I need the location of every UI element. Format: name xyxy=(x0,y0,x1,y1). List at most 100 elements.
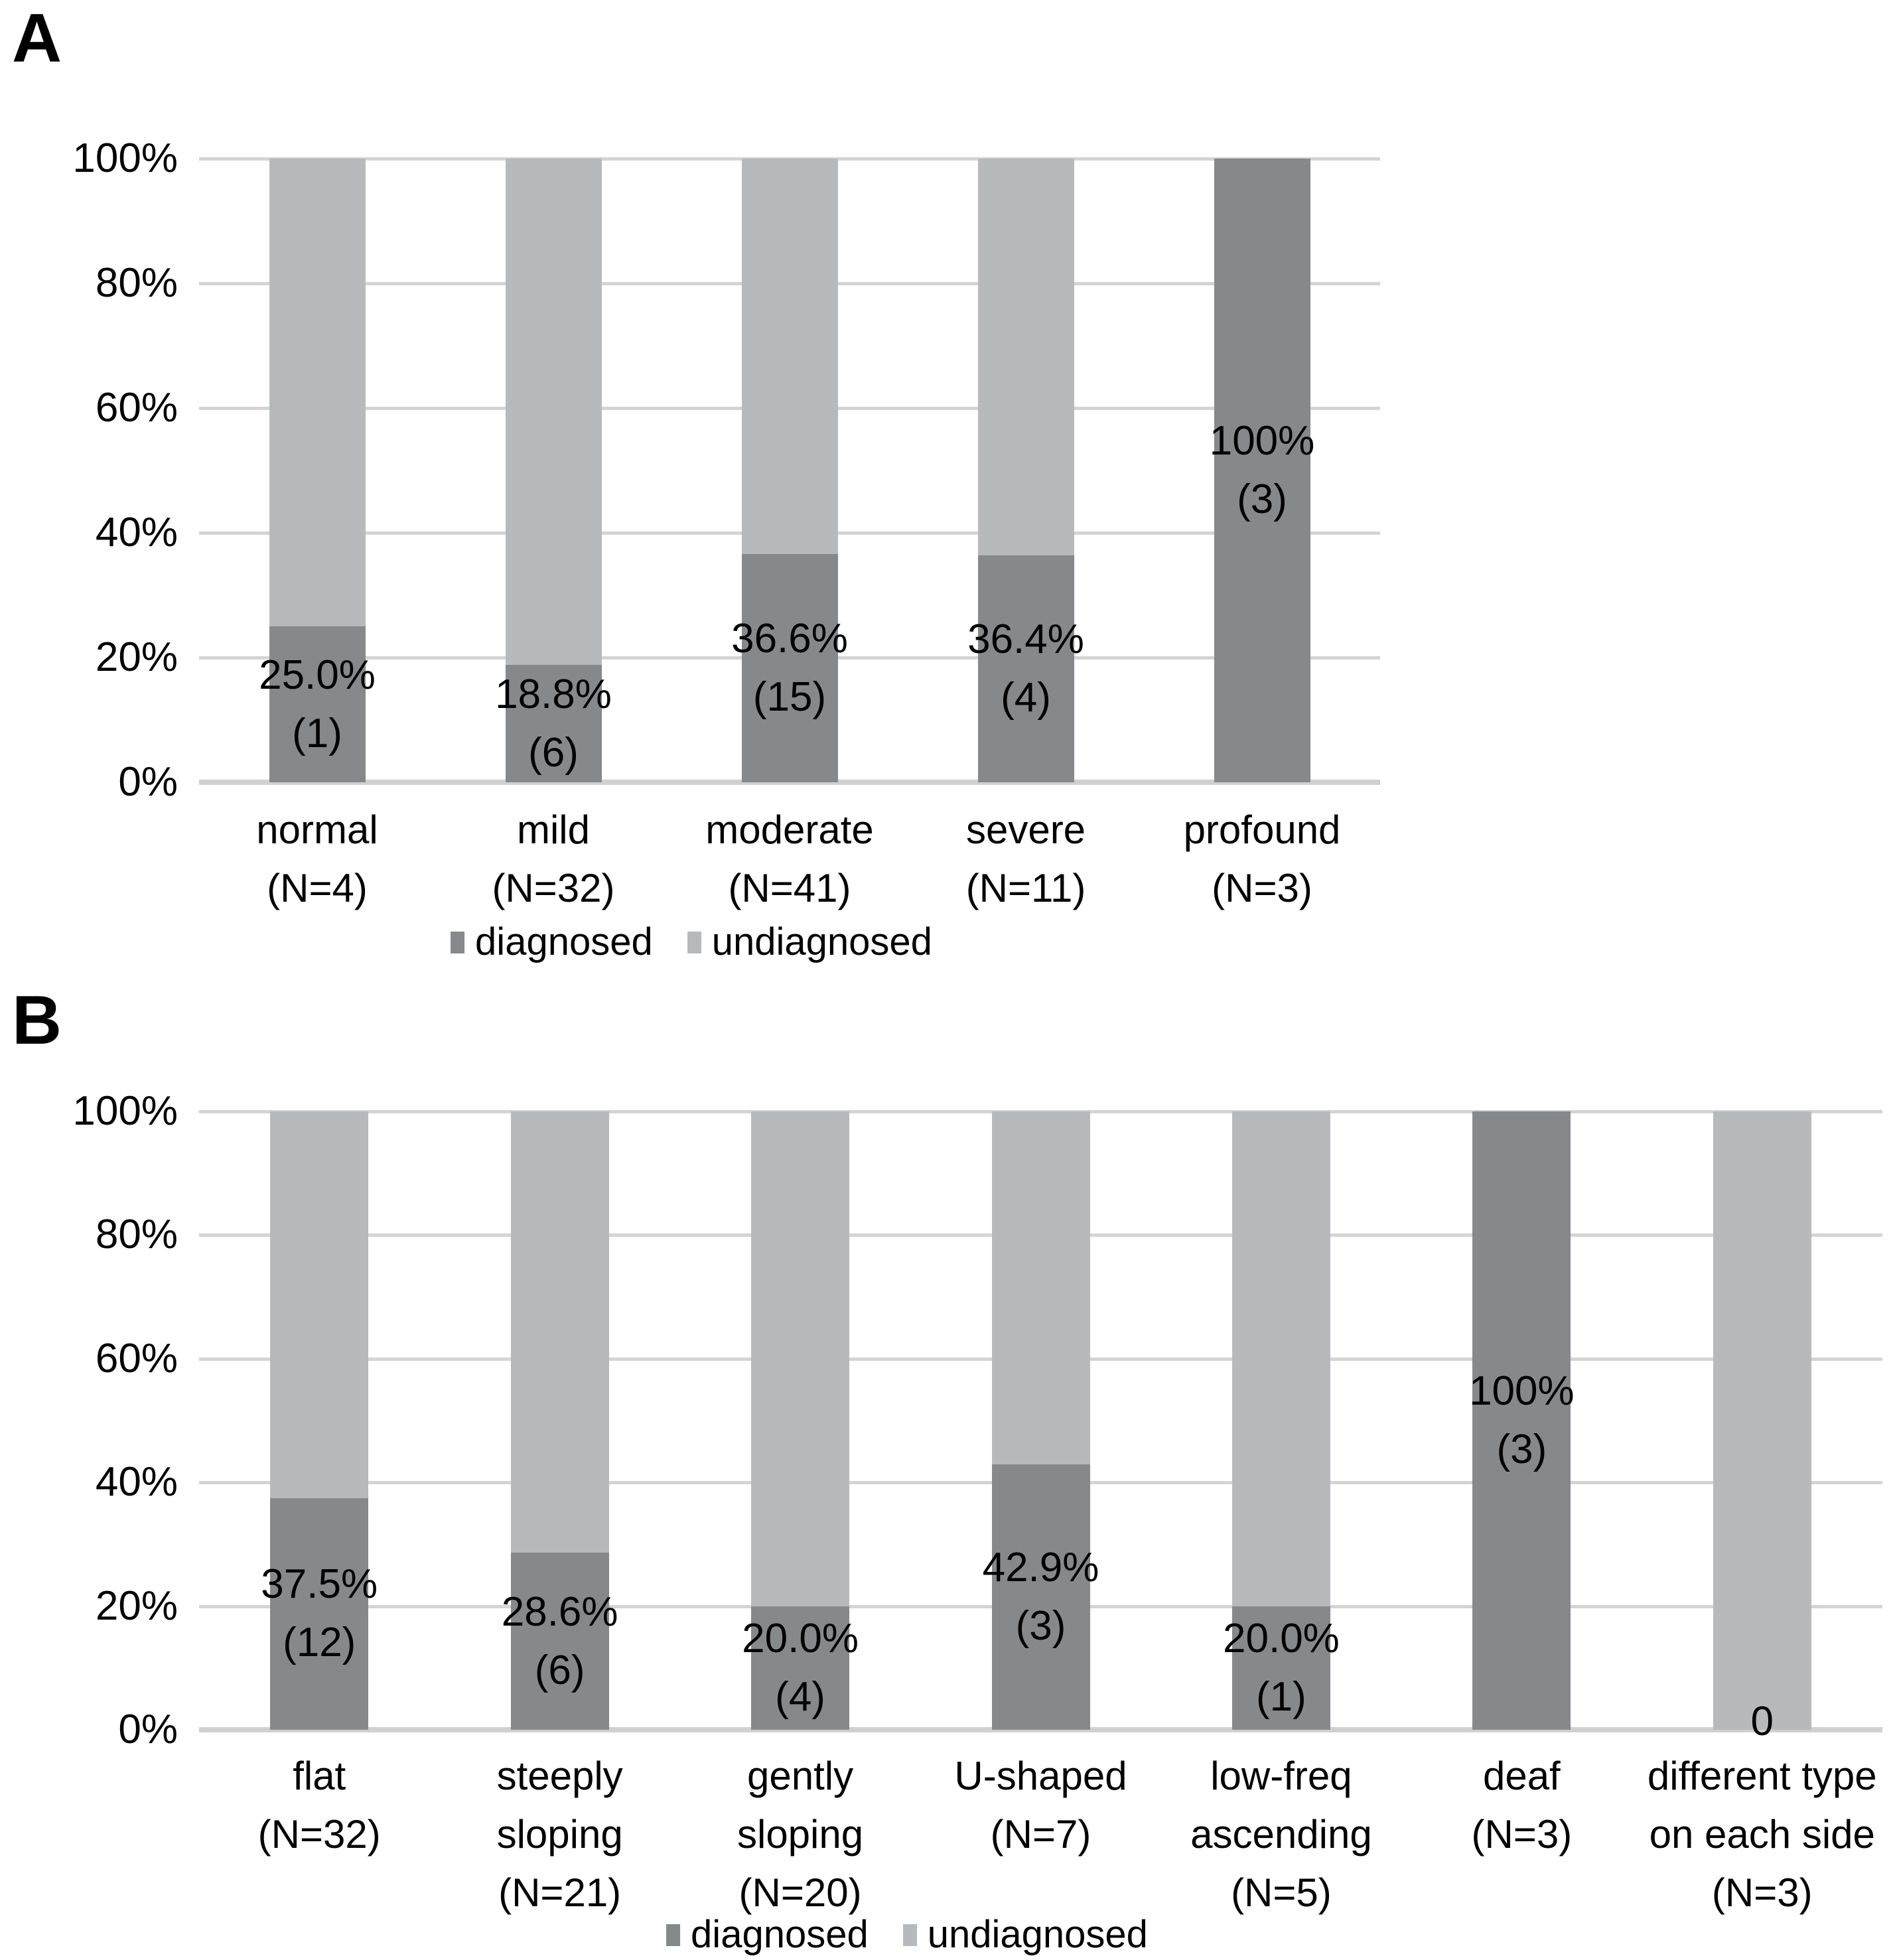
legend-item-diagnosed: diagnosed xyxy=(666,1914,869,1956)
legend-item-undiagnosed: undiagnosed xyxy=(687,921,932,963)
y-axis-tick-label: 80% xyxy=(95,260,178,306)
diagnosed-segment: 28.6% (6) xyxy=(502,1553,618,1730)
category-label-line: (N=11) xyxy=(965,866,1086,910)
diagnosed-segment: 36.4% (4) xyxy=(967,555,1084,782)
data-label: (4) xyxy=(1001,674,1051,721)
undiagnosed-segment xyxy=(505,159,602,665)
category-label-steeply-sloping: steeply sloping (N=21) xyxy=(439,1747,679,1922)
undiagnosed-segment xyxy=(270,1111,369,1498)
legend-label-diagnosed: diagnosed xyxy=(691,1913,869,1956)
category-label-line: (N=3) xyxy=(1471,1812,1573,1856)
category-label-line: (N=20) xyxy=(738,1870,862,1915)
data-label: (1) xyxy=(292,710,342,756)
diagnosed-segment: 25.0% (1) xyxy=(259,626,376,782)
panel-label-a: A xyxy=(12,0,64,77)
undiagnosed-segment xyxy=(751,1111,850,1606)
data-label: 37.5% xyxy=(261,1561,378,1608)
category-label-line: (N=5) xyxy=(1231,1870,1332,1915)
data-label: 20.0% xyxy=(742,1615,859,1661)
data-label: 100% xyxy=(1469,1368,1575,1414)
y-axis-tick-label: 40% xyxy=(95,1459,178,1505)
bar-mild: 18.8% (6) xyxy=(495,159,612,782)
category-label-normal: normal (N=4) xyxy=(199,801,435,918)
bar-gently-sloping: 20.0% (4) xyxy=(742,1111,859,1730)
category-label-line: (N=3) xyxy=(1212,866,1312,910)
category-label-line: (N=7) xyxy=(990,1812,1091,1856)
category-label-mild: mild (N=32) xyxy=(435,801,671,918)
data-label: (3) xyxy=(1496,1427,1547,1472)
bar-moderate: 36.6% (15) xyxy=(731,159,848,782)
legend-label-diagnosed: diagnosed xyxy=(475,920,653,963)
category-label-line: normal xyxy=(256,807,378,852)
category-label-different-type-each-side: different type on each side (N=3) xyxy=(1642,1747,1882,1922)
legend-swatch-undiagnosed xyxy=(902,1924,917,1946)
legend-label-undiagnosed: undiagnosed xyxy=(927,1913,1148,1956)
legend: diagnosed undiagnosed xyxy=(451,921,932,963)
diagnosed-segment: 20.0% (4) xyxy=(742,1606,859,1730)
data-label: (3) xyxy=(1015,1603,1066,1649)
x-axis-line xyxy=(199,1727,1882,1732)
category-label-line: (N=32) xyxy=(492,866,615,910)
category-label-line: flat xyxy=(293,1754,346,1798)
category-label-line: (N=3) xyxy=(1711,1870,1813,1915)
category-label-line: sloping xyxy=(737,1812,864,1856)
data-label: 28.6% xyxy=(501,1588,618,1635)
diagnosed-segment: 42.9% (3) xyxy=(983,1464,1099,1730)
undiagnosed-segment xyxy=(741,159,838,554)
category-label-line: (N=32) xyxy=(257,1812,381,1856)
data-label: 18.8% xyxy=(495,671,612,717)
category-label-flat: flat (N=32) xyxy=(199,1747,439,1864)
data-label: 0 xyxy=(1713,1693,1811,1751)
data-label: 25.0% xyxy=(259,652,376,698)
category-label-line: low-freq xyxy=(1210,1754,1352,1798)
category-label-u-shaped: U-shaped (N=7) xyxy=(920,1747,1160,1864)
diagnosed-segment: 37.5% (12) xyxy=(261,1498,378,1730)
category-label-line: U-shaped xyxy=(954,1754,1127,1798)
category-label-profound: profound (N=3) xyxy=(1144,801,1380,918)
diagnosed-segment: 100% (3) xyxy=(1210,159,1314,782)
bar-low-freq-ascending: 20.0% (1) xyxy=(1223,1111,1340,1730)
data-label: (12) xyxy=(283,1620,356,1666)
bar-u-shaped: 42.9% (3) xyxy=(983,1111,1099,1730)
y-axis-tick-label: 0% xyxy=(118,1707,178,1752)
legend-swatch-undiagnosed xyxy=(687,931,701,953)
category-label-line: gently xyxy=(747,1754,854,1798)
y-axis-tick-label: 100% xyxy=(72,1088,178,1134)
category-label-deaf: deaf (N=3) xyxy=(1401,1747,1642,1864)
diagnosed-segment: 18.8% (6) xyxy=(495,665,612,782)
undiagnosed-segment xyxy=(1231,1111,1330,1606)
category-label-moderate: moderate (N=41) xyxy=(671,801,908,918)
diagnosed-segment: 100% (3) xyxy=(1469,1111,1575,1730)
y-axis-tick-label: 0% xyxy=(118,759,178,805)
y-axis-tick-label: 60% xyxy=(95,1335,178,1381)
category-label-line: steeply xyxy=(496,1754,623,1798)
diagnosed-segment: 36.6% (15) xyxy=(731,553,848,782)
y-axis-tick-label: 100% xyxy=(72,135,178,181)
category-label-low-freq-ascending: low-freq ascending (N=5) xyxy=(1161,1747,1401,1922)
data-label: 42.9% xyxy=(982,1545,1099,1591)
data-label: (6) xyxy=(528,729,579,776)
panel-label-b: B xyxy=(12,982,64,1059)
category-label-gently-sloping: gently sloping (N=20) xyxy=(680,1747,920,1922)
category-label-line: (N=4) xyxy=(267,866,368,910)
legend-swatch-diagnosed xyxy=(666,1924,681,1946)
bar-deaf: 100% (3) xyxy=(1469,1111,1575,1730)
undiagnosed-segment xyxy=(269,159,366,626)
data-label: 36.6% xyxy=(731,615,848,662)
category-label-line: profound xyxy=(1183,807,1341,852)
data-label: 20.0% xyxy=(1223,1615,1340,1661)
bar-profound: 100% (3) xyxy=(1210,159,1314,782)
data-label: (6) xyxy=(534,1647,585,1693)
bar-flat: 37.5% (12) xyxy=(261,1111,378,1730)
category-label-line: moderate xyxy=(705,807,874,852)
y-axis-tick-label: 80% xyxy=(95,1212,178,1258)
x-axis-line xyxy=(199,780,1380,785)
legend-label-undiagnosed: undiagnosed xyxy=(711,920,932,963)
bar-different-type-each-side: 0 xyxy=(1713,1111,1811,1744)
bar-normal: 25.0% (1) xyxy=(259,159,376,782)
legend-item-undiagnosed: undiagnosed xyxy=(902,1913,1148,1956)
data-label: (15) xyxy=(752,673,827,720)
undiagnosed-segment xyxy=(977,159,1074,555)
data-label: (1) xyxy=(1256,1673,1306,1720)
